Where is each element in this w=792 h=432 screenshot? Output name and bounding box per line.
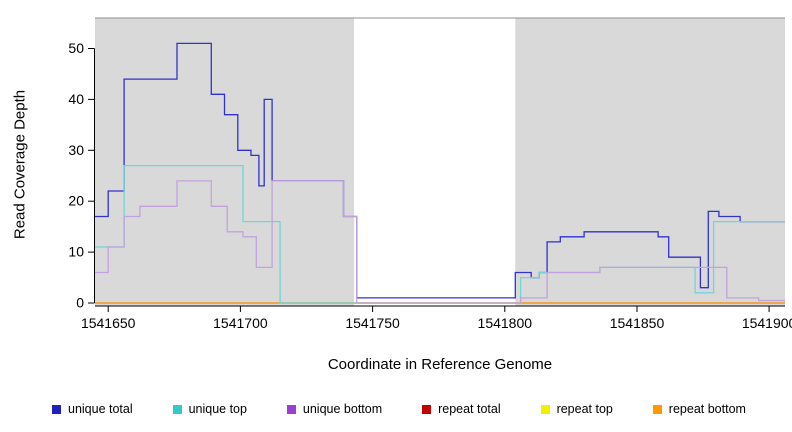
legend-label: repeat bottom: [668, 402, 746, 416]
legend-label: repeat total: [438, 402, 501, 416]
shaded-panel-0: [95, 18, 355, 306]
y-axis-label: Read Coverage Depth: [11, 89, 29, 240]
y-tick-label: 30: [68, 142, 84, 158]
legend-item-unique-bottom: unique bottom: [286, 402, 383, 416]
legend-label: repeat top: [556, 402, 613, 416]
legend-swatch-unique-bottom: [286, 404, 296, 414]
series-line-unique-top: [95, 164, 785, 304]
plot-area: 1541650 1541700 1541750 1541800 1541850 15419…: [68, 17, 792, 331]
legend-swatch-repeat-top: [540, 404, 550, 414]
y-tick-label: 10: [68, 244, 84, 260]
series-line-unique-total: [95, 42, 785, 299]
shaded-panel-1: [515, 18, 785, 306]
legend-swatch-unique-top: [172, 404, 182, 414]
y-tick-label: 0: [76, 295, 84, 311]
legend-label: unique top: [188, 402, 247, 416]
legend-swatch-repeat-total: [422, 404, 432, 414]
legend-swatch-unique-total: [52, 404, 61, 414]
legend-item-unique-top: unique top: [172, 402, 247, 416]
x-tick-label: 1541700: [213, 315, 268, 331]
legend: unique total unique top unique bottom re…: [0, 402, 792, 416]
legend-swatch-repeat-bottom: [652, 404, 662, 414]
legend-item-repeat-total: repeat total: [422, 402, 501, 416]
legend-item-repeat-top: repeat top: [540, 402, 613, 416]
legend-item-repeat-bottom: repeat bottom: [652, 402, 746, 416]
x-axis-label: Coordinate in Reference Genome: [327, 356, 553, 373]
y-tick-label: 40: [68, 91, 84, 107]
x-tick-label: 1541900: [742, 315, 792, 331]
legend-label: unique total: [68, 402, 133, 416]
series-line-unique-bottom: [95, 180, 785, 304]
x-tick-label: 1541850: [610, 315, 665, 331]
x-tick-label: 1541750: [345, 315, 400, 331]
y-tick-label: 20: [68, 193, 84, 209]
legend-item-unique-total: unique total: [52, 402, 133, 416]
legend-label: unique bottom: [302, 402, 383, 416]
x-tick-label: 1541650: [81, 315, 136, 331]
x-tick-label: 1541800: [478, 315, 533, 331]
y-tick-label: 50: [68, 40, 84, 56]
